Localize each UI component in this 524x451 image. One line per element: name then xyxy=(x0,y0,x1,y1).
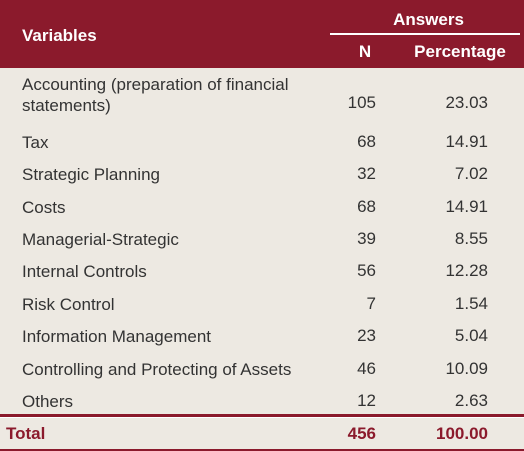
row-label: Managerial-Strategic xyxy=(22,230,179,249)
table-end-rule xyxy=(0,449,524,451)
row-n: 68 xyxy=(357,197,376,216)
answers-header: Answers xyxy=(393,10,464,29)
row-percentage: 23.03 xyxy=(445,93,488,112)
row-label: Internal Controls xyxy=(22,262,147,281)
row-n: 7 xyxy=(366,294,376,313)
percentage-header: Percentage xyxy=(414,42,506,61)
row-percentage: 14.91 xyxy=(445,197,488,216)
row-label: Strategic Planning xyxy=(22,165,160,184)
answers-header-rule xyxy=(330,33,520,35)
row-percentage: 1.54 xyxy=(454,294,488,313)
row-n: 68 xyxy=(357,132,376,151)
row-percentage: 5.04 xyxy=(454,326,488,345)
row-n: 56 xyxy=(357,261,376,280)
total-row: Total 456 100.00 xyxy=(0,418,524,451)
variables-header: Variables xyxy=(22,26,97,45)
row-label: Costs xyxy=(22,198,66,217)
table-body: Accounting (preparation of financial sta… xyxy=(0,68,524,414)
row-n: 23 xyxy=(357,326,376,345)
n-header: N xyxy=(358,42,372,61)
row-n: 105 xyxy=(347,93,376,112)
row-percentage: 10.09 xyxy=(445,359,488,378)
total-label: Total xyxy=(6,424,46,443)
row-label: Information Management xyxy=(22,327,211,346)
total-divider xyxy=(0,414,524,417)
row-label: Accounting (preparation of financial sta… xyxy=(22,75,289,115)
row-label: Controlling and Protecting of Assets xyxy=(22,360,292,379)
row-percentage: 14.91 xyxy=(445,132,488,151)
row-percentage: 8.55 xyxy=(454,229,488,248)
total-n: 456 xyxy=(347,424,376,443)
row-percentage: 2.63 xyxy=(454,391,488,410)
row-label: Tax xyxy=(22,133,49,152)
row-n: 32 xyxy=(357,164,376,183)
row-label: Risk Control xyxy=(22,295,115,314)
row-percentage: 12.28 xyxy=(445,261,488,280)
total-percentage: 100.00 xyxy=(436,424,488,443)
row-n: 12 xyxy=(357,391,376,410)
row-n: 46 xyxy=(357,359,376,378)
row-n: 39 xyxy=(357,229,376,248)
row-label: Others xyxy=(22,392,74,411)
table-header: Variables Answers N Percentage xyxy=(0,0,524,68)
row-percentage: 7.02 xyxy=(454,164,488,183)
